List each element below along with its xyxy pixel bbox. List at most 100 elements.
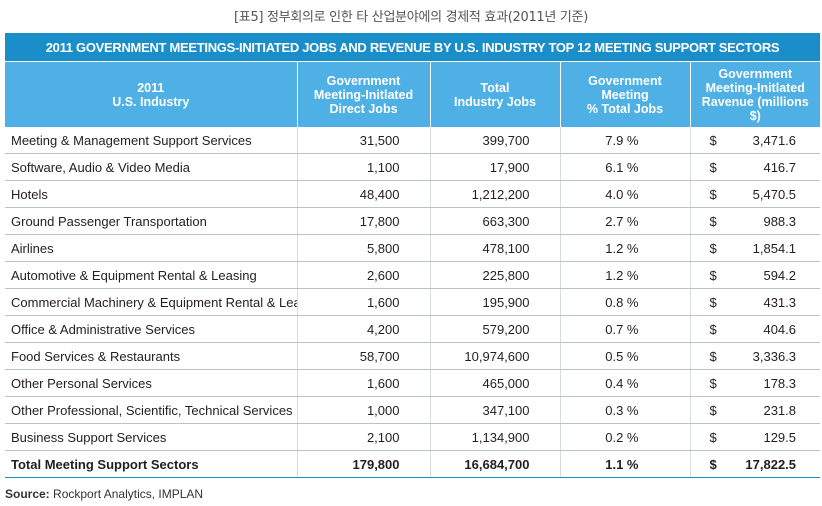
total-jobs-cell: 478,100 [429, 234, 560, 262]
total-jobs-cell: 195,900 [429, 288, 560, 316]
table-row: Airlines 5,800 478,100 1.2 % $1,854.1 [5, 234, 821, 262]
total-jobs-cell: 10,974,600 [429, 342, 560, 370]
header-line: Industry Jobs [454, 94, 536, 109]
header-revenue: Government Meeting-Initlated Ravenue (mi… [689, 61, 821, 127]
pct-total-cell: 4.0 % [559, 180, 690, 208]
total-pct-cell: 1.1 % [559, 450, 690, 478]
pct-total-cell: 0.4 % [559, 369, 690, 397]
currency-symbol: $ [709, 294, 717, 310]
pct-total-cell: 0.5 % [559, 342, 690, 370]
direct-jobs-cell: 1,100 [296, 153, 430, 181]
direct-jobs-cell: 1,600 [296, 288, 430, 316]
currency-symbol: $ [709, 375, 717, 391]
direct-jobs-cell: 1,600 [296, 369, 430, 397]
revenue-amount: 178.3 [763, 375, 797, 391]
direct-jobs-cell: 4,200 [296, 315, 430, 343]
header-industry: 2011 U.S. Industry [5, 61, 297, 127]
industry-jobs-table: 2011 GOVERNMENT MEETINGS-INITIATED JOBS … [5, 33, 821, 478]
table-row: Office & Administrative Services 4,200 579… [5, 315, 821, 343]
header-line: Meeting [601, 87, 649, 102]
header-line: 2011 [137, 80, 165, 95]
table-body: Meeting & Management Support Services 31,… [5, 127, 821, 478]
table-row: Business Support Services 2,100 1,134,900 0… [5, 423, 821, 451]
pct-total-cell: 2.7 % [559, 207, 690, 235]
header-line: Government [718, 66, 793, 81]
currency-symbol: $ [709, 348, 717, 364]
total-jobs-cell: 1,212,200 [429, 180, 560, 208]
currency-symbol: $ [709, 186, 717, 202]
pct-total-cell: 1.2 % [559, 261, 690, 289]
table-banner: 2011 GOVERNMENT MEETINGS-INITIATED JOBS … [5, 33, 821, 62]
header-total-jobs: Total Industry Jobs [429, 61, 560, 127]
revenue-cell: $1,854.1 [689, 234, 821, 262]
industry-cell: Automotive & Equipment Rental & Leasing [5, 261, 297, 289]
header-line: Meeting-Initlated [705, 80, 805, 95]
header-direct-jobs: Government Meeting-Initlated Direct Jobs [296, 61, 430, 127]
revenue-cell: $3,336.3 [689, 342, 821, 370]
industry-cell: Airlines [5, 234, 297, 262]
header-line: Total [480, 80, 510, 95]
revenue-cell: $431.3 [689, 288, 821, 316]
revenue-cell: $988.3 [689, 207, 821, 235]
direct-jobs-cell: 31,500 [296, 127, 430, 154]
revenue-amount: 1,854.1 [752, 240, 797, 256]
industry-cell: Ground Passenger Transportation [5, 207, 297, 235]
header-line: Meeting-Initlated [313, 87, 414, 102]
revenue-amount: 404.6 [763, 321, 797, 337]
revenue-cell: $416.7 [689, 153, 821, 181]
currency-symbol: $ [709, 429, 717, 445]
direct-jobs-cell: 5,800 [296, 234, 430, 262]
revenue-amount: 594.2 [763, 267, 797, 283]
table-banner-row: 2011 GOVERNMENT MEETINGS-INITIATED JOBS … [5, 33, 821, 62]
currency-symbol: $ [709, 267, 717, 283]
industry-cell: Other Personal Services [5, 369, 297, 397]
table-container: 2011 GOVERNMENT MEETINGS-INITIATED JOBS … [5, 33, 821, 478]
table-row: Hotels 48,400 1,212,200 4.0 % $5,470.5 [5, 180, 821, 208]
table-row: Ground Passenger Transportation 17,800 663… [5, 207, 821, 235]
direct-jobs-cell: 48,400 [296, 180, 430, 208]
revenue-cell: $129.5 [689, 423, 821, 451]
header-line: % Total Jobs [586, 101, 664, 116]
direct-jobs-cell: 17,800 [296, 207, 430, 235]
revenue-amount: 431.3 [763, 294, 797, 310]
industry-cell: Office & Administrative Services [5, 315, 297, 343]
industry-cell: Software, Audio & Video Media [5, 153, 297, 181]
pct-total-cell: 1.2 % [559, 234, 690, 262]
revenue-amount: 17,822.5 [745, 456, 797, 472]
table-row: Commercial Machinery & Equipment Rental … [5, 288, 821, 316]
industry-cell: Hotels [5, 180, 297, 208]
pct-total-cell: 0.2 % [559, 423, 690, 451]
total-row: Total Meeting Support Sectors 179,800 16… [5, 450, 821, 478]
revenue-amount: 988.3 [763, 213, 797, 229]
pct-total-cell: 0.3 % [559, 396, 690, 424]
currency-symbol: $ [709, 402, 717, 418]
header-line: U.S. Industry [112, 94, 190, 109]
pct-total-cell: 0.7 % [559, 315, 690, 343]
industry-cell: Meeting & Management Support Services [5, 127, 297, 154]
currency-symbol: $ [709, 213, 717, 229]
header-line: Ravenue (millions $) [701, 94, 809, 123]
table-row: Other Personal Services 1,600 465,000 0.4 %… [5, 369, 821, 397]
industry-cell: Food Services & Restaurants [5, 342, 297, 370]
table-row: Other Professional, Scientific, Technica… [5, 396, 821, 424]
header-line: Direct Jobs [329, 101, 398, 116]
total-industry-cell: Total Meeting Support Sectors [5, 450, 297, 478]
pct-total-cell: 0.8 % [559, 288, 690, 316]
total-direct-jobs-cell: 179,800 [296, 450, 430, 478]
currency-symbol: $ [709, 456, 717, 472]
currency-symbol: $ [709, 159, 717, 175]
revenue-amount: 3,471.6 [752, 132, 797, 148]
revenue-cell: $178.3 [689, 369, 821, 397]
revenue-cell: $5,470.5 [689, 180, 821, 208]
revenue-cell: $594.2 [689, 261, 821, 289]
table-row: Software, Audio & Video Media 1,100 17,900… [5, 153, 821, 181]
direct-jobs-cell: 58,700 [296, 342, 430, 370]
direct-jobs-cell: 1,000 [296, 396, 430, 424]
total-jobs-cell: 579,200 [429, 315, 560, 343]
revenue-cell: $3,471.6 [689, 127, 821, 154]
direct-jobs-cell: 2,100 [296, 423, 430, 451]
header-line: Government [588, 73, 662, 88]
source-label: Source: [5, 487, 50, 501]
revenue-cell: $404.6 [689, 315, 821, 343]
industry-cell: Business Support Services [5, 423, 297, 451]
